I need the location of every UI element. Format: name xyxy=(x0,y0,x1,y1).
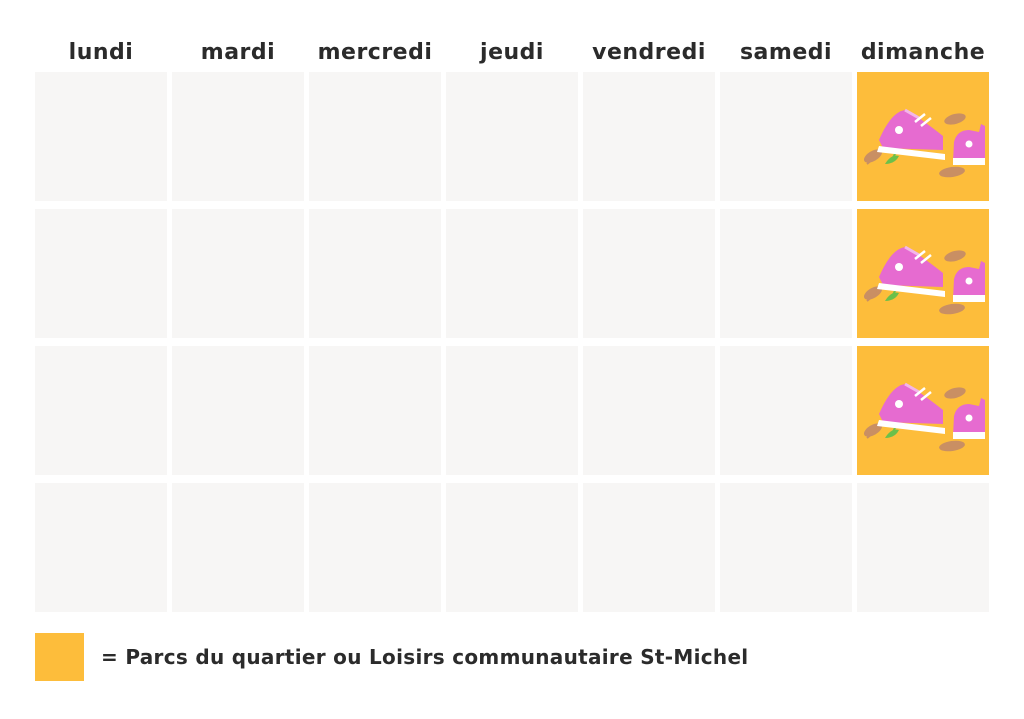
calendar-cell-week4-lundi xyxy=(35,483,167,612)
calendar-cell-week4-vendredi xyxy=(583,483,715,612)
calendar-cell-week1-jeudi xyxy=(446,72,578,201)
calendar-cell-week2-samedi xyxy=(720,209,852,338)
legend-text: = Parcs du quartier ou Loisirs communaut… xyxy=(101,645,749,669)
calendar-cell-week1-samedi xyxy=(720,72,852,201)
sneakers-icon xyxy=(863,108,985,178)
calendar-cell-week3-lundi xyxy=(35,346,167,475)
legend-swatch xyxy=(35,633,84,681)
calendar-cell-week3-mercredi xyxy=(309,346,441,475)
day-header-row: lundi mardi mercredi jeudi vendredi same… xyxy=(35,36,989,70)
day-header-lundi: lundi xyxy=(68,40,134,65)
day-header-vendredi: vendredi xyxy=(592,40,706,65)
calendar-cell-week3-vendredi xyxy=(583,346,715,475)
calendar-cell-week4-mercredi xyxy=(309,483,441,612)
calendar-cell-week2-lundi xyxy=(35,209,167,338)
calendar-cell-week4-mardi xyxy=(172,483,304,612)
calendar-cell-week3-samedi xyxy=(720,346,852,475)
calendar-cell-week1-dimanche xyxy=(857,72,989,201)
calendar-cell-week2-mercredi xyxy=(309,209,441,338)
day-header-dimanche: dimanche xyxy=(860,40,986,65)
calendar-cell-week1-lundi xyxy=(35,72,167,201)
sneakers-icon xyxy=(863,382,985,452)
calendar-cell-week3-dimanche xyxy=(857,346,989,475)
calendar-cell-week1-vendredi xyxy=(583,72,715,201)
legend: = Parcs du quartier ou Loisirs communaut… xyxy=(35,633,748,681)
calendar-cell-week3-mardi xyxy=(172,346,304,475)
day-header-mardi: mardi xyxy=(200,40,276,65)
calendar-cell-week2-jeudi xyxy=(446,209,578,338)
calendar-cell-week4-dimanche xyxy=(857,483,989,612)
day-header-samedi: samedi xyxy=(739,40,833,65)
calendar-cell-week2-mardi xyxy=(172,209,304,338)
calendar-cell-week2-dimanche xyxy=(857,209,989,338)
sneakers-icon xyxy=(863,245,985,315)
calendar-cell-week1-mardi xyxy=(172,72,304,201)
day-header-jeudi: jeudi xyxy=(480,40,544,65)
calendar-cell-week1-mercredi xyxy=(309,72,441,201)
calendar-cell-week2-vendredi xyxy=(583,209,715,338)
calendar-cell-week4-samedi xyxy=(720,483,852,612)
calendar-grid xyxy=(35,72,989,612)
calendar-cell-week3-jeudi xyxy=(446,346,578,475)
calendar-cell-week4-jeudi xyxy=(446,483,578,612)
day-header-mercredi: mercredi xyxy=(317,40,433,65)
